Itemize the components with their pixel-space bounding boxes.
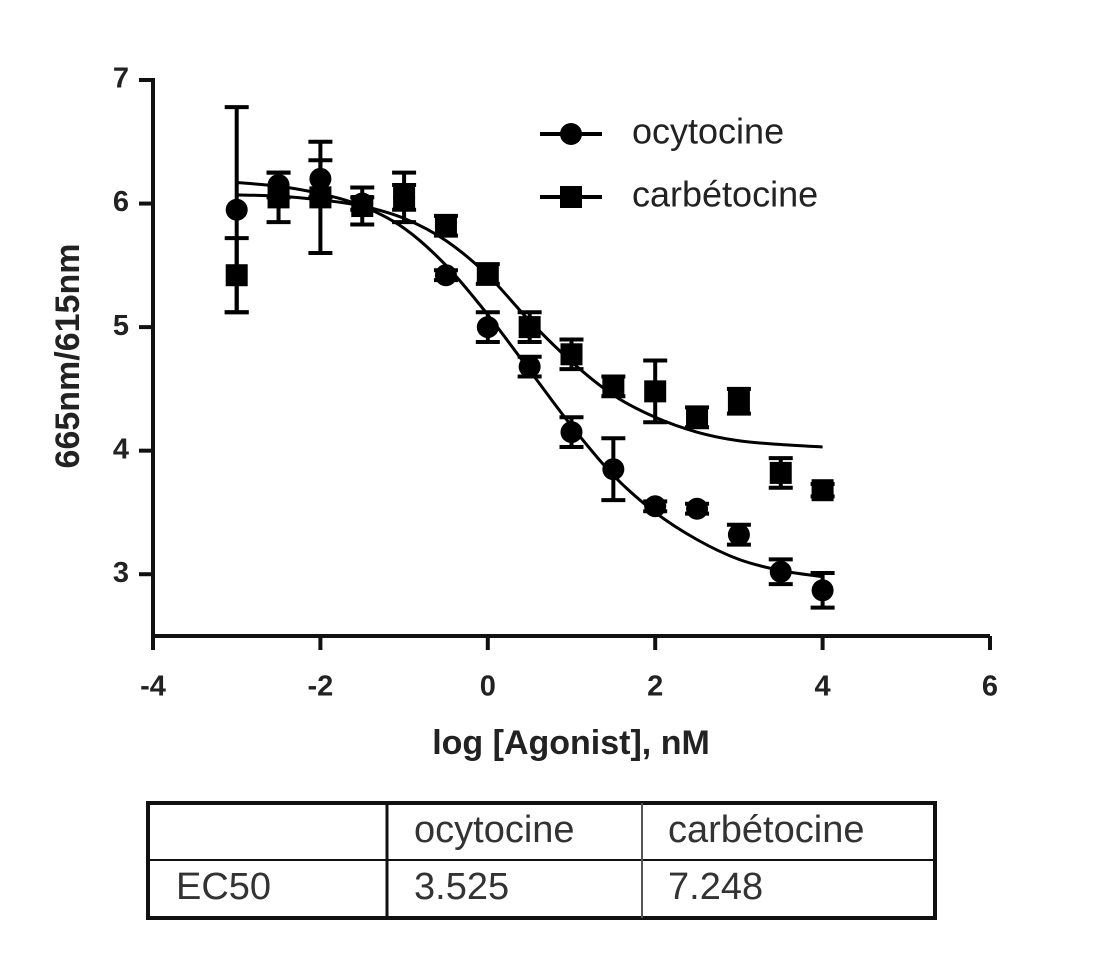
marker [727, 390, 750, 413]
marker [644, 380, 667, 403]
marker [434, 214, 457, 237]
marker [686, 406, 709, 429]
marker [434, 264, 457, 287]
marker [602, 375, 625, 398]
x-axis-title: log [Agonist], nM [432, 724, 710, 762]
x-tick-label: 0 [480, 671, 496, 703]
marker [811, 479, 834, 502]
marker [518, 316, 541, 339]
marker [518, 355, 541, 378]
fit-curve [236, 181, 823, 579]
marker [769, 560, 792, 583]
y-tick-label: 7 [113, 63, 129, 95]
marker [727, 523, 750, 546]
marker [602, 458, 625, 481]
table-row-label: EC50 [176, 866, 271, 908]
table-cell: 3.525 [414, 866, 509, 908]
legend-label: ocytocine [632, 111, 784, 152]
y-tick-label: 4 [113, 433, 129, 465]
marker [393, 186, 416, 209]
table-cell: 7.248 [668, 866, 763, 908]
legend-marker [560, 186, 582, 208]
legend-label: carbétocine [632, 174, 818, 215]
marker [686, 497, 709, 520]
x-tick-label: -2 [308, 671, 334, 703]
table-header: carbétocine [668, 809, 864, 851]
marker [560, 343, 583, 366]
marker [351, 195, 374, 218]
marker [476, 316, 499, 339]
x-tick-label: 6 [982, 671, 998, 703]
table: ocytocine carbétocine EC50 3.525 7.248 [146, 801, 937, 920]
marker [560, 421, 583, 444]
x-tick-label: -4 [140, 671, 166, 703]
y-tick-label: 5 [113, 310, 129, 342]
marker [644, 495, 667, 518]
marker [769, 461, 792, 484]
marker [267, 186, 290, 209]
y-axis-title: 665nm/615nm [49, 244, 87, 469]
table-header: ocytocine [414, 809, 575, 851]
legend-marker [560, 123, 582, 145]
marker [309, 186, 332, 209]
marker [811, 579, 834, 602]
marker [225, 198, 248, 221]
x-tick-label: 2 [647, 671, 663, 703]
marker [476, 262, 499, 285]
y-tick-label: 3 [113, 557, 129, 589]
x-tick-label: 4 [815, 671, 831, 703]
marker [225, 264, 248, 287]
y-tick-label: 6 [113, 186, 129, 218]
